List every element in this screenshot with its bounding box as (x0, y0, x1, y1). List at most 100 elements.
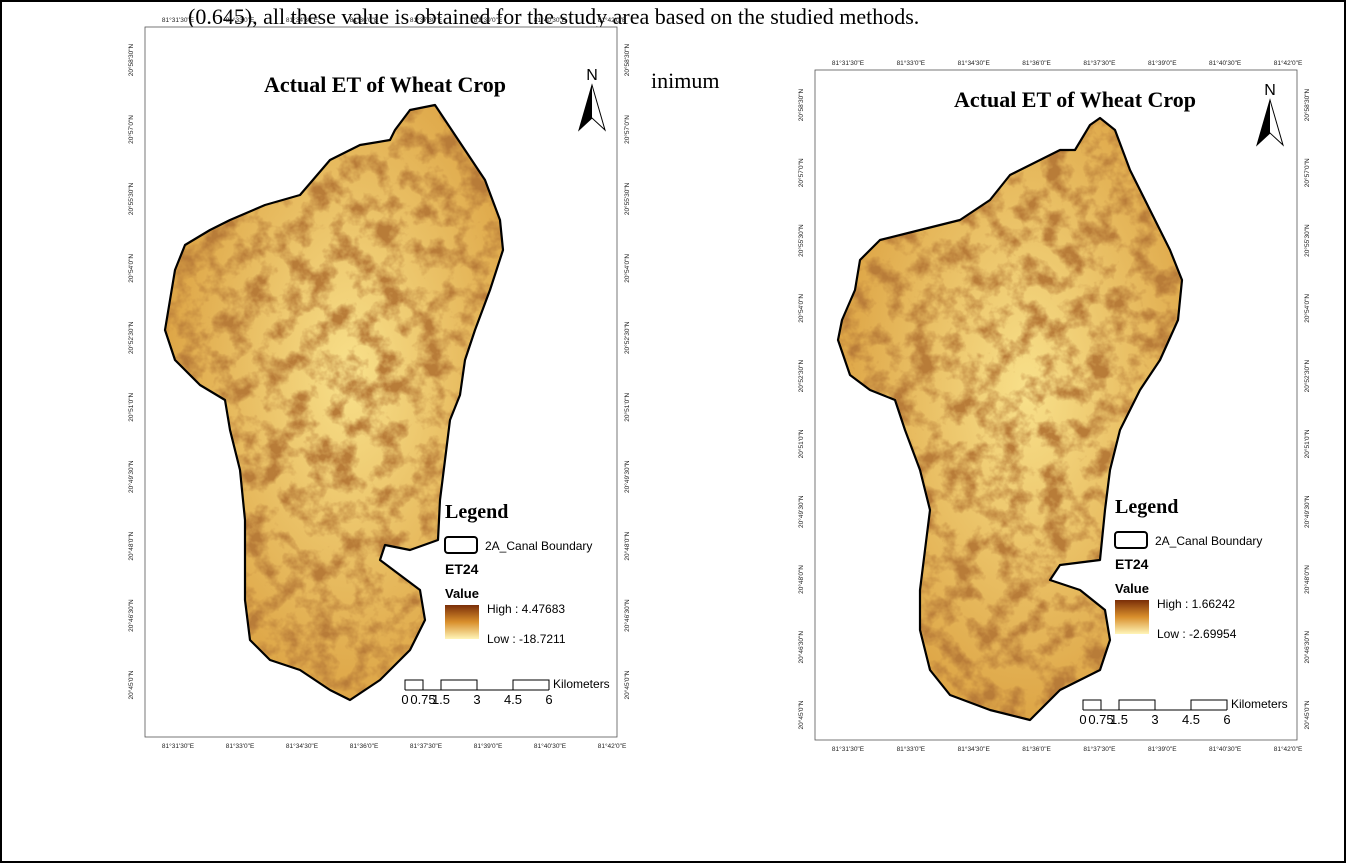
latitude-label: 20°46'30"N (797, 631, 805, 664)
longitude-label: 81°42'0"E (1274, 59, 1303, 67)
legend-high: High : 4.47683 (487, 602, 565, 616)
longitude-label: 81°36'0"E (1022, 59, 1051, 67)
legend-heading: Legend (445, 501, 508, 523)
latitude-label: 20°49'30"N (1303, 495, 1311, 528)
longitude-label: 81°31'30"E (832, 59, 865, 67)
latitude-label: 20°51'0"N (797, 429, 805, 458)
longitude-label: 81°36'0"E (1022, 745, 1051, 753)
latitude-label: 20°52'30"N (623, 321, 631, 354)
latitude-label: 20°51'0"N (1303, 429, 1311, 458)
latitude-label: 20°55'30"N (623, 182, 631, 215)
latitude-label: 20°46'30"N (1303, 631, 1311, 664)
latitude-label: 20°52'30"N (1303, 360, 1311, 393)
latitude-label: 20°49'30"N (623, 460, 631, 493)
latitude-label: 20°51'0"N (623, 392, 631, 421)
latitude-label: 20°58'30"N (1303, 88, 1311, 121)
latitude-label: 20°54'0"N (127, 254, 135, 283)
legend-field: Value (445, 586, 479, 601)
latitude-label: 20°48'0"N (623, 531, 631, 560)
longitude-label: 81°36'0"E (350, 16, 379, 24)
longitude-label: 81°42'0"E (598, 742, 627, 750)
longitude-label: 81°40'30"E (534, 742, 567, 750)
longitude-label: 81°34'30"E (958, 745, 991, 753)
latitude-label: 20°45'0"N (623, 670, 631, 699)
latitude-label: 20°57'0"N (1303, 158, 1311, 187)
latitude-label: 20°57'0"N (623, 115, 631, 144)
longitude-label: 81°39'0"E (474, 742, 503, 750)
body-text-fragment: inimum (651, 68, 719, 93)
longitude-label: 81°37'30"E (1083, 745, 1116, 753)
north-label: N (586, 67, 598, 84)
legend-high: High : 1.66242 (1157, 597, 1235, 611)
legend-layer: ET24 (1115, 556, 1149, 572)
latitude-label: 20°55'30"N (797, 224, 805, 257)
latitude-label: 20°57'0"N (127, 115, 135, 144)
latitude-label: 20°48'0"N (127, 531, 135, 560)
latitude-label: 20°58'30"N (623, 43, 631, 76)
latitude-label: 20°45'0"N (127, 670, 135, 699)
latitude-label: 20°48'0"N (797, 565, 805, 594)
legend-boundary-label: 2A_Canal Boundary (485, 539, 592, 553)
longitude-label: 81°42'0"E (598, 16, 627, 24)
latitude-label: 20°52'30"N (797, 360, 805, 393)
longitude-label: 81°40'30"E (534, 16, 567, 24)
legend-low: Low : -18.7211 (487, 632, 566, 646)
north-label: N (1264, 82, 1276, 99)
latitude-label: 20°54'0"N (797, 294, 805, 323)
legend-low: Low : -2.69954 (1157, 627, 1237, 641)
map-title: Actual ET of Wheat Crop (954, 87, 1196, 112)
scale-label: 3 (1151, 712, 1158, 727)
longitude-label: 81°31'30"E (162, 742, 195, 750)
latitude-label: 20°48'0"N (1303, 565, 1311, 594)
longitude-label: 81°31'30"E (832, 745, 865, 753)
longitude-label: 81°39'0"E (474, 16, 503, 24)
longitude-label: 81°34'30"E (286, 16, 319, 24)
longitude-label: 81°37'30"E (410, 742, 443, 750)
scale-label: 6 (545, 692, 552, 707)
latitude-label: 20°55'30"N (1303, 224, 1311, 257)
longitude-label: 81°33'0"E (897, 59, 926, 67)
longitude-label: 81°33'0"E (897, 745, 926, 753)
latitude-label: 20°49'30"N (797, 495, 805, 528)
latitude-label: 20°46'30"N (623, 599, 631, 632)
legend-heading: Legend (1115, 496, 1178, 518)
scale-label: 0 (401, 692, 408, 707)
scale-unit: Kilometers (553, 677, 610, 691)
page: (0.645), all these value is obtained for… (0, 0, 1346, 863)
longitude-label: 81°31'30"E (162, 16, 195, 24)
longitude-label: 81°37'30"E (410, 16, 443, 24)
longitude-label: 81°37'30"E (1083, 59, 1116, 67)
latitude-label: 20°49'30"N (127, 460, 135, 493)
scale-label: 0 (1079, 712, 1086, 727)
latitude-label: 20°58'30"N (127, 43, 135, 76)
longitude-label: 81°34'30"E (286, 742, 319, 750)
latitude-label: 20°45'0"N (1303, 700, 1311, 729)
latitude-label: 20°52'30"N (127, 321, 135, 354)
legend-layer: ET24 (445, 561, 479, 577)
longitude-label: 81°39'0"E (1148, 745, 1177, 753)
longitude-label: 81°33'0"E (226, 16, 255, 24)
map-title: Actual ET of Wheat Crop (264, 72, 506, 97)
longitude-label: 81°34'30"E (958, 59, 991, 67)
legend-boundary-symbol (1115, 532, 1147, 548)
scale-label: 4.5 (504, 692, 522, 707)
scale-label: 1.5 (432, 692, 450, 707)
legend-ramp (1115, 600, 1149, 634)
longitude-label: 81°40'30"E (1209, 59, 1242, 67)
scale-label: 1.5 (1110, 712, 1128, 727)
latitude-label: 20°54'0"N (623, 254, 631, 283)
latitude-label: 20°46'30"N (127, 599, 135, 632)
legend-boundary-symbol (445, 537, 477, 553)
latitude-label: 20°58'30"N (797, 88, 805, 121)
longitude-label: 81°40'30"E (1209, 745, 1242, 753)
legend-ramp (445, 605, 479, 639)
scale-label: 4.5 (1182, 712, 1200, 727)
latitude-label: 20°55'30"N (127, 182, 135, 215)
latitude-label: 20°57'0"N (797, 158, 805, 187)
scale-label: 3 (473, 692, 480, 707)
legend-field: Value (1115, 581, 1149, 596)
scale-label: 6 (1223, 712, 1230, 727)
longitude-label: 81°42'0"E (1274, 745, 1303, 753)
latitude-label: 20°45'0"N (797, 700, 805, 729)
scale-unit: Kilometers (1231, 697, 1288, 711)
